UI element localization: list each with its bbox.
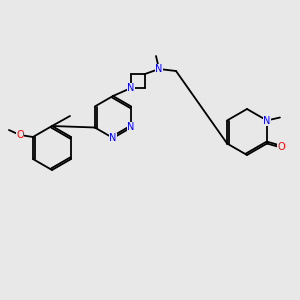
Text: N: N (128, 122, 135, 133)
Text: O: O (277, 142, 285, 152)
Text: N: N (109, 133, 117, 143)
Text: N: N (127, 83, 135, 93)
Text: N: N (155, 64, 163, 74)
Text: N: N (263, 116, 271, 125)
Text: O: O (16, 130, 24, 140)
